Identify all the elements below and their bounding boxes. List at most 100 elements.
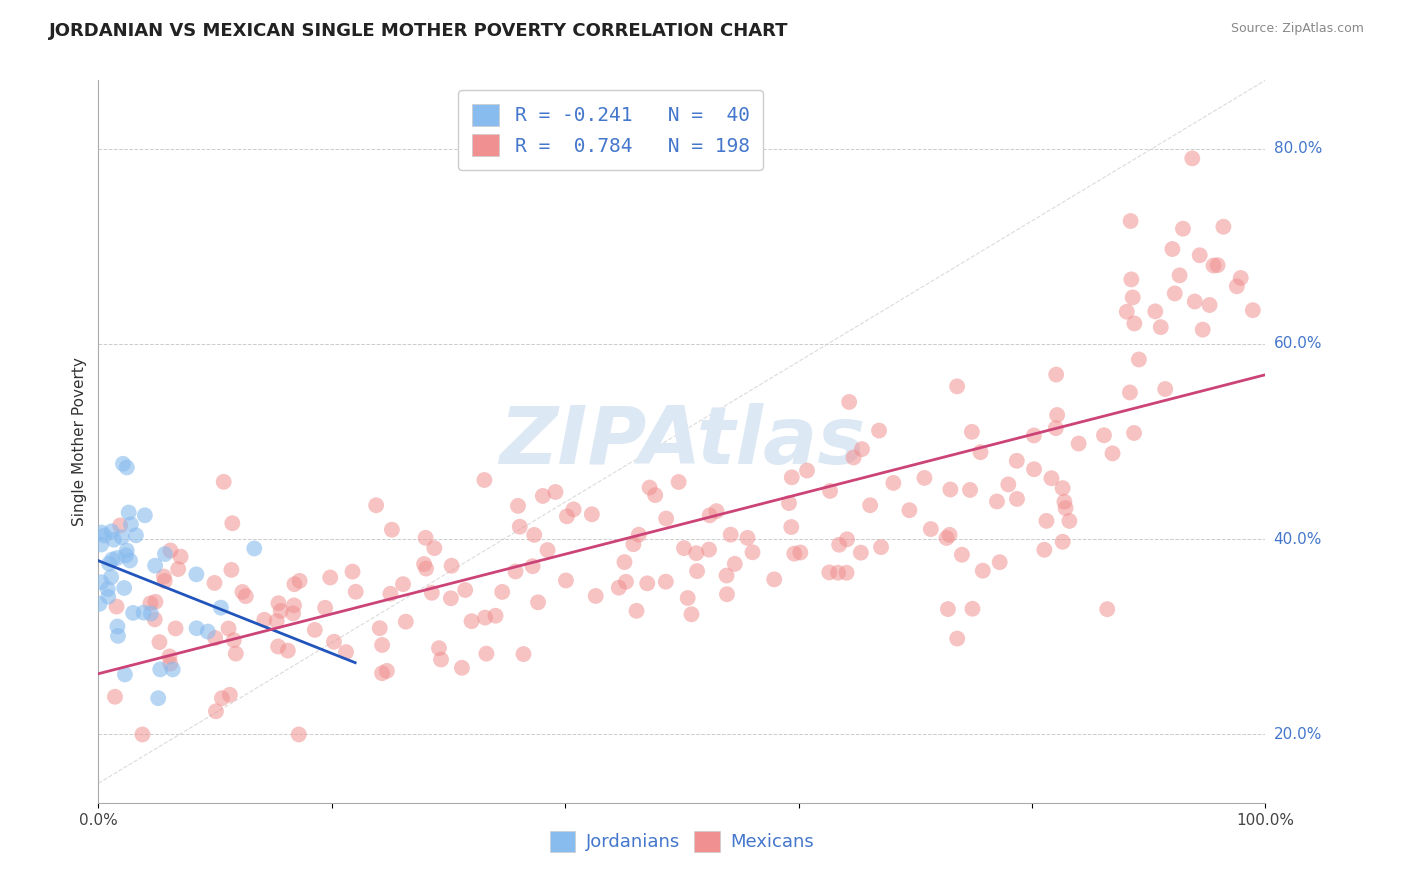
Point — [720, 527, 742, 541]
Point — [1067, 436, 1090, 450]
Point — [969, 445, 991, 459]
Point — [454, 582, 477, 597]
Point — [335, 645, 357, 659]
Point — [1022, 462, 1045, 476]
Point — [997, 477, 1019, 491]
Point — [562, 502, 585, 516]
Point — [655, 511, 678, 525]
Point — [231, 585, 253, 599]
Point — [938, 528, 960, 542]
Point — [148, 635, 170, 649]
Point — [613, 555, 636, 569]
Point — [103, 533, 125, 547]
Point — [253, 613, 276, 627]
Point — [167, 562, 190, 576]
Point — [283, 577, 305, 591]
Point — [218, 688, 240, 702]
Point — [555, 574, 578, 588]
Point — [668, 475, 690, 489]
Point — [270, 604, 292, 618]
Point — [105, 551, 128, 566]
Point — [148, 691, 170, 706]
Point — [114, 667, 136, 681]
Point — [101, 552, 124, 566]
Point — [107, 619, 129, 633]
Point — [741, 545, 763, 559]
Point — [1123, 425, 1146, 440]
Point — [1206, 258, 1229, 272]
Point — [430, 652, 453, 666]
Point — [936, 602, 959, 616]
Point — [267, 640, 290, 654]
Point — [706, 504, 728, 518]
Point — [368, 621, 391, 635]
Point — [165, 622, 187, 636]
Point — [946, 632, 969, 646]
Point — [1040, 471, 1063, 485]
Point — [209, 600, 232, 615]
Text: 80.0%: 80.0% — [1274, 141, 1322, 156]
Text: JORDANIAN VS MEXICAN SINGLE MOTHER POVERTY CORRELATION CHART: JORDANIAN VS MEXICAN SINGLE MOTHER POVER… — [49, 22, 789, 40]
Point — [415, 561, 437, 575]
Point — [149, 662, 172, 676]
Point — [527, 595, 550, 609]
Point — [716, 587, 738, 601]
Point — [950, 548, 973, 562]
Point — [395, 615, 418, 629]
Point — [314, 600, 336, 615]
Point — [153, 569, 176, 583]
Point — [685, 546, 707, 560]
Point — [115, 460, 138, 475]
Point — [98, 557, 121, 571]
Point — [898, 503, 921, 517]
Point — [112, 581, 135, 595]
Point — [221, 563, 243, 577]
Point — [912, 471, 935, 485]
Point — [939, 483, 962, 497]
Point — [851, 442, 873, 456]
Point — [415, 531, 437, 545]
Point — [162, 662, 184, 676]
Point — [1229, 271, 1251, 285]
Point — [90, 575, 112, 590]
Point — [89, 597, 111, 611]
Point — [676, 591, 699, 605]
Point — [460, 614, 482, 628]
Point — [531, 489, 554, 503]
Point — [440, 558, 463, 573]
Point — [960, 425, 983, 439]
Point — [484, 608, 506, 623]
Point — [842, 450, 865, 465]
Point — [1119, 385, 1142, 400]
Point — [118, 506, 141, 520]
Point — [780, 470, 803, 484]
Point — [724, 557, 747, 571]
Point — [304, 623, 326, 637]
Point — [134, 508, 156, 523]
Point — [644, 488, 666, 502]
Point — [835, 566, 858, 580]
Point — [699, 508, 721, 523]
Point — [225, 647, 247, 661]
Point — [636, 576, 658, 591]
Point — [1212, 219, 1234, 234]
Point — [581, 508, 603, 522]
Point — [1144, 304, 1167, 318]
Point — [491, 585, 513, 599]
Point — [90, 537, 112, 551]
Point — [319, 570, 342, 584]
Point — [935, 531, 957, 545]
Point — [778, 496, 800, 510]
Point — [1226, 279, 1249, 293]
Point — [1053, 494, 1076, 508]
Point — [1045, 421, 1067, 435]
Point — [783, 547, 806, 561]
Point — [1184, 294, 1206, 309]
Text: 40.0%: 40.0% — [1274, 532, 1322, 547]
Point — [105, 599, 128, 614]
Point — [818, 566, 841, 580]
Point — [288, 574, 311, 588]
Point — [1198, 298, 1220, 312]
Point — [243, 541, 266, 556]
Point — [818, 483, 841, 498]
